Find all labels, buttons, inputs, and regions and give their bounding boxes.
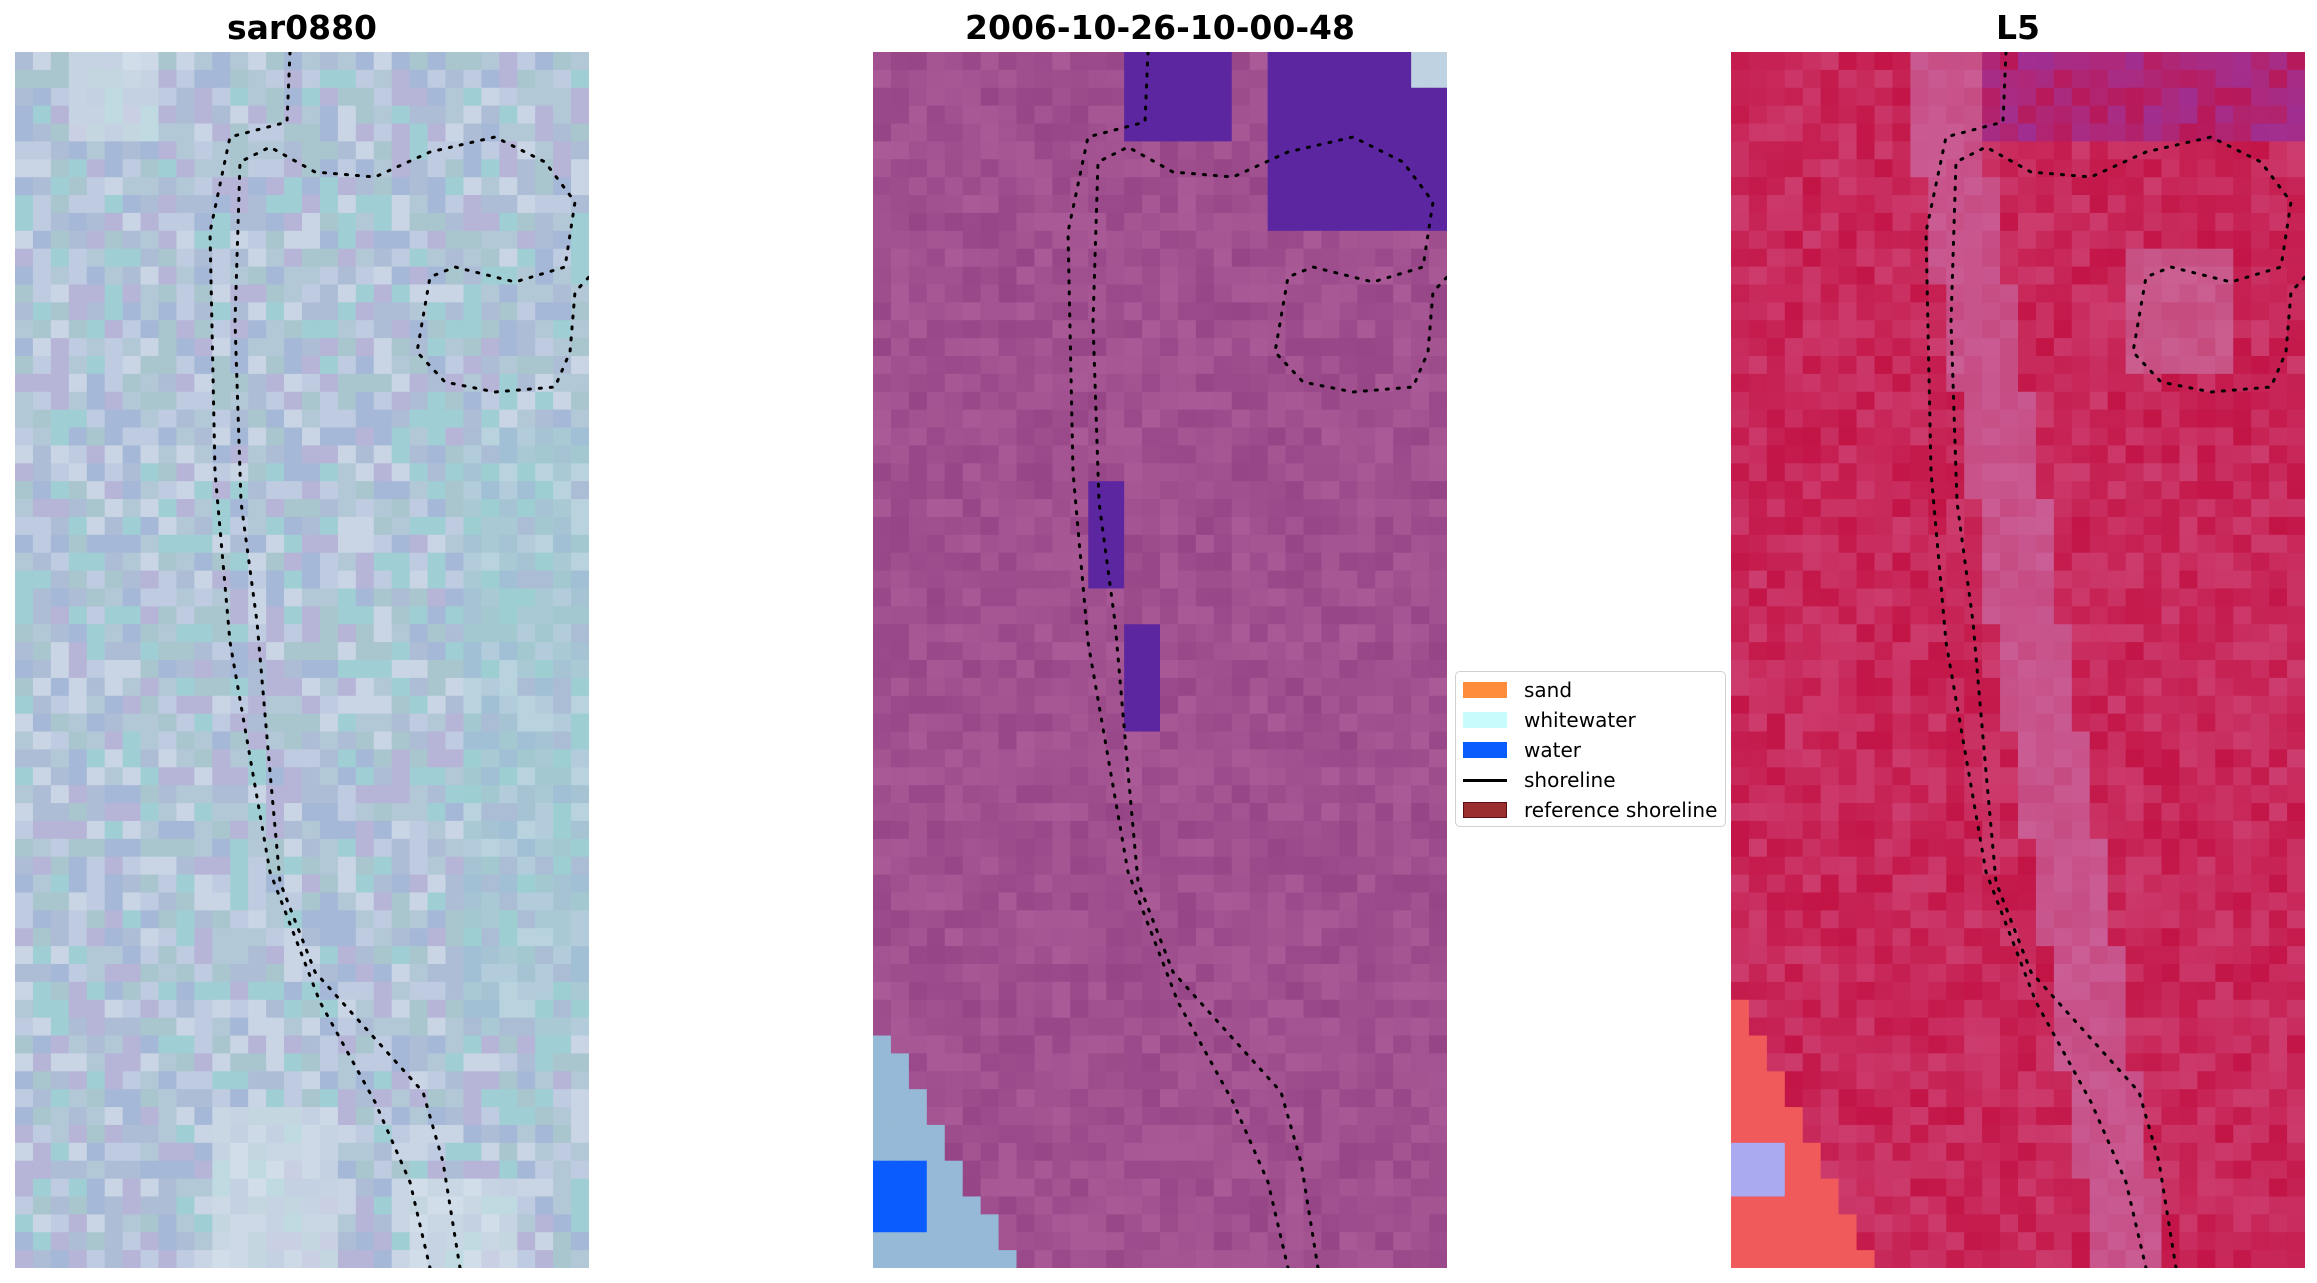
sar-pixel-image [15, 52, 589, 1268]
classified-image-panel [873, 52, 1447, 1268]
shoreline-dots [1924, 52, 2305, 1268]
legend: sand whitewater water shoreline referenc… [1455, 671, 1726, 827]
reference-shoreline-swatch [1463, 802, 1507, 818]
legend-label-shoreline: shoreline [1524, 768, 1616, 792]
l5-pixel-image [1731, 52, 2305, 1268]
shoreline-dots [208, 52, 589, 1268]
legend-item-water: water [1463, 738, 1581, 762]
legend-item-sand: sand [1463, 678, 1572, 702]
sar-shoreline-overlay [208, 52, 589, 1268]
sar-image-panel [15, 52, 589, 1268]
legend-label-reference-shoreline: reference shoreline [1524, 798, 1718, 822]
legend-label-whitewater: whitewater [1524, 708, 1636, 732]
classified-shoreline-overlay [1066, 52, 1447, 1268]
water-swatch [1463, 742, 1507, 758]
legend-label-water: water [1524, 738, 1581, 762]
legend-item-reference-shoreline: reference shoreline [1463, 798, 1717, 822]
panel-title-sar: sar0880 [226, 8, 378, 47]
panel-title-date: 2006-10-26-10-00-48 [965, 8, 1355, 47]
panel-title-l5: L5 [1996, 8, 2040, 47]
legend-item-whitewater: whitewater [1463, 708, 1636, 732]
sand-swatch [1463, 682, 1507, 698]
whitewater-swatch [1463, 712, 1507, 728]
shoreline-line-swatch [1463, 778, 1507, 782]
l5-image-panel [1731, 52, 2305, 1268]
legend-item-shoreline: shoreline [1463, 768, 1616, 792]
shoreline-dots [1066, 52, 1447, 1268]
l5-shoreline-overlay [1924, 52, 2305, 1268]
legend-label-sand: sand [1524, 678, 1573, 702]
classified-pixel-image [873, 52, 1447, 1268]
